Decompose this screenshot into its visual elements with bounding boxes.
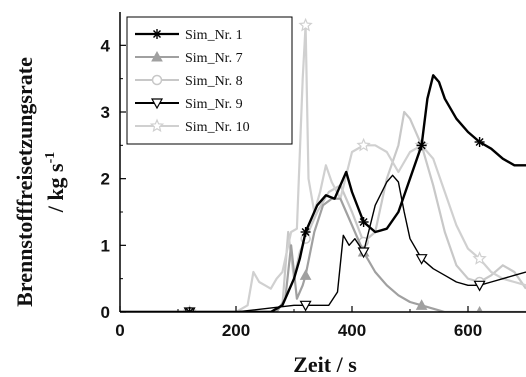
data-point-sim-nr-9-1 (299, 300, 312, 312)
legend-entry-sim-nr-7: Sim_Nr. 7 (135, 50, 243, 66)
data-point-sim-nr-10-1 (298, 17, 313, 32)
y-tick-label: 4 (101, 36, 111, 55)
x-axis-title: Zeit / s (293, 352, 357, 377)
y-axis-title: Brennstofffreisetzungsrate (12, 57, 37, 307)
legend-entry-sim-nr-1: Sim_Nr. 1 (135, 28, 243, 43)
y-tick-label: 0 (101, 303, 110, 322)
legend-label: Sim_Nr. 7 (185, 51, 243, 66)
data-point-sim-nr-1-2 (358, 217, 369, 227)
data-point-sim-nr-9-3 (415, 254, 428, 265)
y-tick-label: 1 (101, 236, 110, 255)
legend-label: Sim_Nr. 10 (185, 120, 250, 135)
legend-label: Sim_Nr. 8 (185, 74, 243, 89)
data-point-sim-nr-7-3 (415, 299, 428, 310)
data-point-sim-nr-7-1 (299, 269, 312, 280)
legend-label: Sim_Nr. 9 (185, 97, 243, 112)
legend-entry-sim-nr-9: Sim_Nr. 9 (135, 97, 243, 112)
data-point-sim-nr-9-2 (357, 247, 370, 259)
y-axis-unit-exponent: -1 (43, 152, 58, 164)
legend-marker (152, 29, 162, 39)
data-point-sim-nr-1-1 (300, 227, 311, 237)
legend-marker (151, 50, 163, 62)
legend: Sim_Nr. 1 Sim_Nr. 7 Sim_Nr. 8 Sim_Nr. 9 Sim_… (126, 16, 293, 145)
legend-marker (149, 118, 165, 133)
data-point-sim-nr-9-4 (473, 280, 486, 292)
y-axis-unit: / kg s-1 (43, 152, 68, 214)
legend-entry-sim-nr-10: Sim_Nr. 10 (135, 118, 250, 135)
y-axis-unit-prefix: / kg s (43, 163, 68, 213)
series-line-sim-nr-10 (120, 24, 526, 312)
legend-marker (150, 98, 164, 110)
data-point-sim-nr-1-3 (416, 140, 427, 151)
x-tick-label: 400 (338, 321, 366, 340)
x-tick-label: 200 (222, 321, 250, 340)
series-line-sim-nr-7 (120, 197, 526, 312)
series-line-sim-nr-1 (120, 74, 526, 312)
y-tick-label: 3 (101, 103, 110, 122)
legend-entry-sim-nr-8: Sim_Nr. 8 (135, 74, 243, 89)
axes-layer (119, 12, 526, 313)
x-tick-label: 600 (454, 321, 482, 340)
data-point-sim-nr-10-2 (356, 137, 371, 152)
data-point-sim-nr-1-4 (474, 137, 485, 147)
y-tick-label: 2 (101, 170, 110, 189)
data-point-sim-nr-1-0 (184, 307, 195, 312)
data-point-sim-nr-10-4 (472, 251, 487, 265)
ticks-layer: 0 200 400 600 0 1 2 3 4 (101, 36, 483, 340)
legend-marker (151, 74, 163, 86)
legend-label: Sim_Nr. 1 (185, 28, 243, 43)
x-tick-label: 0 (115, 321, 124, 340)
